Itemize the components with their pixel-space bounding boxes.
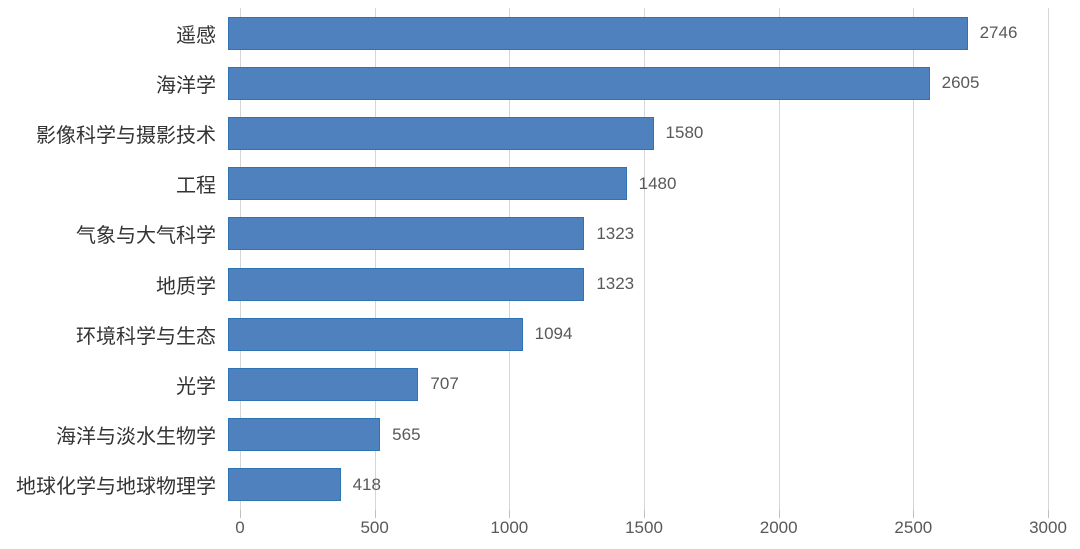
bar-track: 418 [228,460,1036,510]
x-tick-label: 500 [360,518,389,537]
x-tick-label: 2000 [759,518,798,537]
value-label: 707 [430,374,459,394]
axis-tickmark [644,510,645,518]
gridline [778,8,780,510]
bar[interactable] [228,418,381,452]
axis-tickmark [509,510,511,518]
category-label: 地球化学与地球物理学 [16,476,216,499]
category-label: 海洋学 [156,74,216,97]
x-tick-label: 1500 [625,518,663,537]
gridline [374,8,376,510]
value-label: 2605 [941,73,980,93]
category-label: 遥感 [176,24,216,47]
bar-track: 2605 [228,58,1036,108]
bar-track: 2746 [228,8,1036,58]
axis-tickmark [778,510,780,518]
gridline [240,8,241,510]
value-label: 1323 [596,274,635,294]
gridline [1048,8,1049,510]
bar[interactable] [228,66,930,100]
bar-track: 1323 [228,209,1036,259]
category-label: 环境科学与生态 [76,325,216,348]
axis-tickmark [913,510,915,518]
bar[interactable] [228,116,654,150]
axis-tickmark [1048,510,1049,518]
bar-rows: 遥感 2746 海洋学 2605 影像科学与摄影技术 1580 工程 1480 气象与大气科学 1… [0,8,1080,510]
bar[interactable] [228,317,523,351]
value-label: 418 [352,474,381,494]
bar-row: 地球化学与地球物理学 418 [0,460,1080,510]
axis-tickmark [374,510,376,518]
gridline [913,8,915,510]
bar[interactable] [228,267,585,301]
x-axis: 0 500 1000 1500 2000 2500 3000 [235,518,1067,544]
bar-track: 1323 [228,259,1036,309]
gridline [644,8,645,510]
value-label: 1094 [534,324,573,344]
category-label: 气象与大气科学 [76,225,216,248]
gridline [509,8,511,510]
bar-track: 707 [228,359,1036,409]
value-label: 1480 [638,173,677,193]
bar-track: 1480 [228,159,1036,209]
bar-row: 气象与大气科学 1323 [0,209,1080,259]
category-label: 海洋与淡水生物学 [56,426,216,449]
x-tick-label: 1000 [490,518,529,537]
bar-track: 565 [228,410,1036,460]
bar[interactable] [228,468,341,502]
bar-track: 1580 [228,108,1036,158]
category-label: 工程 [176,175,216,198]
category-label: 影像科学与摄影技术 [36,124,216,147]
bar[interactable] [228,167,627,201]
axis-tickmark [240,510,241,518]
bar-row: 工程 1480 [0,159,1080,209]
x-tick-label: 3000 [1029,518,1067,537]
bar-track: 1094 [228,309,1036,359]
bar-row: 环境科学与生态 1094 [0,309,1080,359]
bar-row: 遥感 2746 [0,8,1080,58]
value-label: 565 [392,424,421,444]
x-tick-label: 2500 [894,518,933,537]
bar-row: 海洋学 2605 [0,58,1080,108]
value-label: 1323 [596,223,635,243]
value-label: 1580 [665,123,704,143]
plot-area [240,8,1049,518]
bar-row: 光学 707 [0,359,1080,409]
bar[interactable] [228,367,419,401]
bar[interactable] [228,16,968,50]
category-label: 地质学 [156,275,216,298]
bar[interactable] [228,217,585,251]
bar-row: 地质学 1323 [0,259,1080,309]
value-label: 2746 [979,23,1018,43]
bar-row: 影像科学与摄影技术 1580 [0,108,1080,158]
category-label: 光学 [176,375,216,398]
bar-row: 海洋与淡水生物学 565 [0,410,1080,460]
x-tick-label: 0 [235,518,245,537]
